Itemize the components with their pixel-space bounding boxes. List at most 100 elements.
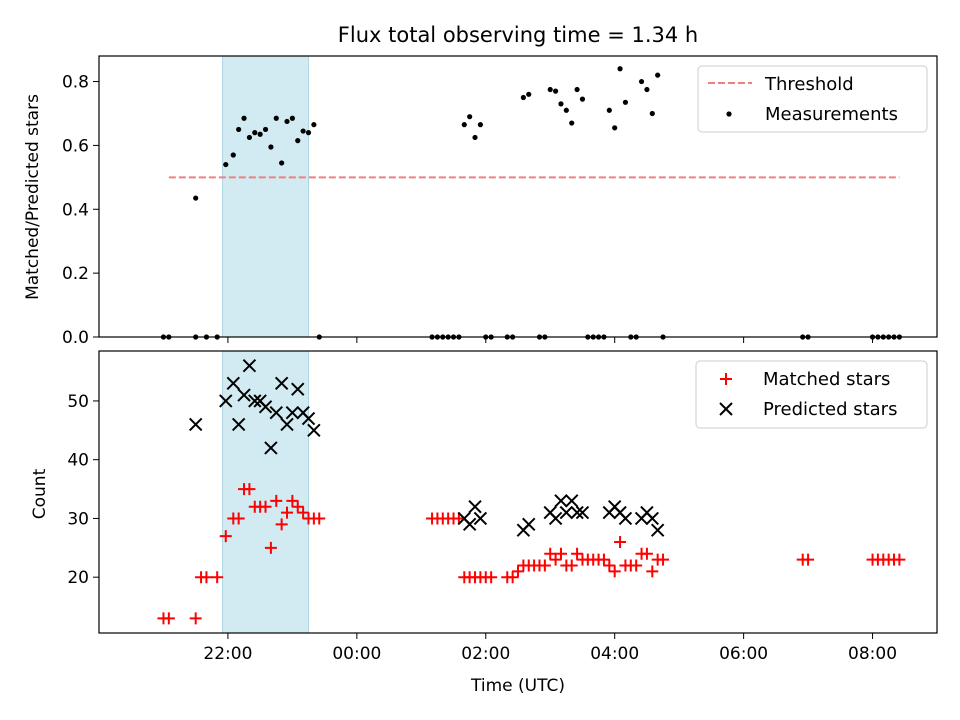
predicted-star-point: [645, 511, 660, 526]
measurement-point: [305, 130, 312, 136]
measurement-point: [644, 86, 650, 93]
measurement-point: [193, 195, 199, 201]
matched-star-point: [608, 565, 621, 578]
measurement-point: [246, 134, 253, 141]
legend-matched-label: Matched stars: [763, 369, 890, 390]
matched-star-point: [259, 500, 272, 513]
predicted-star-point: [307, 423, 321, 438]
y-tick-label: 20: [67, 568, 89, 588]
y-tick-label: 0.4: [62, 200, 89, 220]
measurement-point: [520, 94, 526, 101]
matched-star-point: [565, 559, 578, 572]
predicted-stars-points: [188, 358, 665, 537]
predicted-star-point: [264, 441, 278, 455]
measurement-point: [252, 130, 258, 136]
measurement-point: [574, 86, 580, 93]
top-y-axis-label: Matched/Predicted stars: [23, 94, 43, 300]
matched-star-point: [275, 518, 288, 531]
bottom-highlight-band: [222, 351, 309, 633]
predicted-star-point: [269, 405, 283, 420]
legend-measurements-swatch: [726, 111, 732, 117]
ratio-panel: Flux total observing time = 1.34 h 0.00.…: [23, 23, 938, 348]
matched-star-point: [538, 559, 551, 572]
matched-star-point: [506, 571, 519, 584]
x-tick-label: 02:00: [461, 644, 510, 664]
measurement-point: [311, 122, 317, 128]
measurement-point: [606, 107, 612, 113]
top-plot-frame: [98, 55, 938, 338]
x-axis-label: Time (UTC): [470, 676, 565, 696]
matched-star-point: [554, 547, 567, 560]
matched-star-point: [189, 612, 202, 625]
predicted-star-point: [280, 417, 294, 432]
matched-star-point: [232, 512, 245, 525]
predicted-star-point: [575, 505, 590, 520]
predicted-star-point: [650, 523, 665, 537]
y-tick-label: 40: [67, 451, 89, 471]
predicted-star-point: [274, 376, 289, 391]
predicted-star-point: [248, 394, 262, 408]
measurement-point: [622, 99, 629, 105]
measurement-point: [461, 122, 467, 128]
measurement-point: [472, 134, 478, 141]
matched-star-point: [640, 547, 653, 560]
matched-star-point: [544, 547, 557, 560]
top-chart-title: Flux total observing time = 1.34 h: [338, 23, 698, 47]
measurement-point: [223, 161, 229, 168]
y-tick-label: 50: [67, 392, 89, 412]
measurement-point: [279, 160, 285, 166]
matched-star-point: [291, 500, 304, 513]
predicted-star-point: [301, 411, 316, 426]
measurement-point: [655, 72, 661, 78]
legend-predicted-label: Predicted stars: [763, 399, 897, 420]
measurement-point: [547, 86, 553, 93]
measurement-point: [617, 66, 623, 72]
measurement-point: [289, 115, 295, 121]
predicted-star-point: [226, 376, 241, 391]
predicted-star-point: [559, 505, 574, 520]
predicted-star-point: [468, 499, 482, 514]
measurement-point: [579, 96, 586, 102]
top-legend: Threshold Measurements: [697, 65, 928, 133]
y-tick-label: 0.2: [62, 264, 89, 284]
predicted-star-point: [473, 511, 488, 526]
bottom-axis-ticks: 20 30 40 50 22:00 00:00 02:00 04:00 06:00 08:00: [67, 392, 897, 664]
matched-star-point: [211, 571, 224, 584]
matched-star-point: [264, 541, 277, 554]
matched-star-point: [614, 535, 627, 548]
measurement-point: [230, 152, 236, 158]
y-tick-label: 0.6: [62, 136, 89, 156]
matched-star-point: [485, 571, 498, 584]
matched-star-point: [646, 565, 659, 578]
matched-star-point: [630, 559, 643, 572]
predicted-star-point: [188, 417, 203, 432]
matched-star-point: [243, 483, 256, 496]
matched-star-point: [297, 506, 310, 519]
measurement-point: [649, 110, 655, 117]
matched-star-point: [597, 553, 610, 566]
measurement-point: [295, 138, 301, 144]
predicted-star-point: [285, 405, 300, 420]
measurement-point: [612, 125, 618, 131]
matched-star-point: [512, 565, 524, 578]
matched-star-point: [313, 512, 326, 525]
measurement-point: [558, 101, 564, 107]
predicted-star-point: [242, 358, 257, 373]
measurement-point: [241, 115, 247, 121]
matched-star-point: [893, 553, 906, 566]
predicted-star-point: [258, 400, 273, 414]
measurement-point: [477, 122, 483, 128]
matched-star-point: [657, 553, 670, 566]
matched-star-point: [571, 547, 584, 560]
predicted-star-point: [618, 511, 633, 526]
predicted-star-point: [548, 511, 563, 526]
matched-star-point: [270, 494, 283, 507]
matched-star-point: [603, 559, 616, 572]
bottom-legend-box: [695, 360, 928, 429]
measurement-point: [236, 126, 242, 133]
measurement-point: [467, 114, 473, 120]
predicted-star-point: [231, 417, 246, 432]
predicted-star-point: [554, 494, 568, 508]
x-tick-label: 06:00: [719, 644, 768, 664]
